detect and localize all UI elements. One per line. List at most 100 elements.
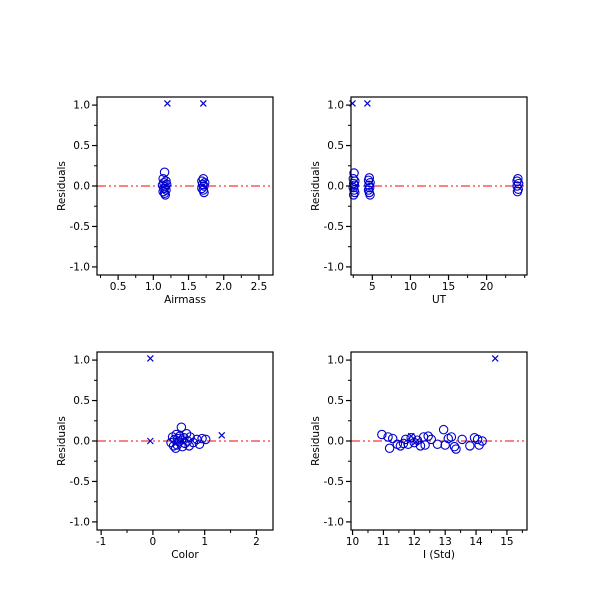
rejected-point-x-marker bbox=[412, 438, 420, 446]
y-tick-label: 0.5 bbox=[327, 395, 344, 407]
data-point-circle bbox=[200, 434, 211, 445]
data-point-circle bbox=[512, 186, 523, 197]
data-point-circle bbox=[406, 433, 416, 443]
x-tick-label: 2.0 bbox=[215, 281, 232, 293]
x-tick-label: 11 bbox=[377, 536, 390, 548]
data-point-circle bbox=[449, 441, 460, 452]
data-point-circle bbox=[159, 178, 169, 188]
x-tick-label: -1 bbox=[96, 536, 106, 548]
x-tick-label: 2 bbox=[253, 536, 260, 548]
x-tick-label: 5 bbox=[369, 281, 376, 293]
rejected-point-x-marker bbox=[146, 437, 154, 445]
x-stroke bbox=[163, 100, 171, 107]
x-stroke bbox=[412, 438, 420, 446]
data-point-circle bbox=[377, 429, 387, 440]
x-stroke bbox=[491, 355, 499, 362]
x-tick-label: 15 bbox=[500, 536, 513, 548]
x-stroke bbox=[407, 432, 415, 440]
data-point-circle bbox=[412, 435, 423, 445]
x-tick-label: 13 bbox=[438, 536, 451, 548]
x-tick-label: 0.5 bbox=[110, 281, 127, 293]
y-tick-label: -1.0 bbox=[324, 516, 345, 528]
data-point-circle bbox=[387, 433, 398, 444]
rejected-point-x-marker bbox=[218, 431, 226, 439]
y-tick-label: 1.0 bbox=[327, 355, 344, 367]
y-tick-label: -1.0 bbox=[70, 261, 91, 273]
data-point-circle bbox=[348, 190, 359, 200]
data-point-circle bbox=[451, 444, 461, 454]
y-tick-label: 0.0 bbox=[73, 181, 90, 193]
y-axis-title: Residuals bbox=[310, 161, 322, 211]
x-tick-label: 14 bbox=[469, 536, 483, 548]
y-tick-label: -1.0 bbox=[324, 261, 345, 273]
data-point-circle bbox=[199, 181, 209, 191]
x-stroke bbox=[363, 100, 371, 107]
subplot-ut: 5 10 15 20 -1.0 -0.5 0.0 0.5 1.0 UT Residuals bbox=[310, 96, 528, 306]
data-point-circle bbox=[400, 434, 411, 445]
data-point-circle bbox=[175, 431, 185, 441]
x-tick-label: 10 bbox=[404, 281, 417, 293]
data-point-circle bbox=[440, 440, 450, 450]
y-tick-label: -0.5 bbox=[70, 476, 91, 488]
subplot-i-std: 10 11 12 13 14 15 -1.0 -0.5 0.0 0.5 1.0 I (Std) Resi… bbox=[310, 351, 528, 561]
y-tick-label: -0.5 bbox=[70, 221, 91, 233]
x-stroke bbox=[146, 355, 154, 362]
data-point-circle bbox=[199, 178, 210, 188]
data-point-circle bbox=[197, 176, 207, 186]
y-tick-label: -0.5 bbox=[324, 221, 345, 233]
x-axis-title: UT bbox=[432, 294, 447, 306]
data-point-circle bbox=[465, 441, 475, 451]
subplot-color: -1 0 1 2 -1.0 -0.5 0.0 0.5 1.0 Color Residuals bbox=[56, 351, 274, 561]
rejected-point-x-marker bbox=[146, 355, 154, 362]
y-tick-label: 0.5 bbox=[73, 140, 90, 152]
data-point-circle bbox=[477, 436, 487, 446]
data-point-circle bbox=[176, 422, 187, 432]
x-stroke bbox=[146, 437, 154, 445]
data-point-circle bbox=[472, 434, 483, 445]
y-tick-label: 0.5 bbox=[327, 140, 344, 152]
data-point-circle bbox=[432, 439, 443, 449]
data-point-circle bbox=[423, 431, 433, 441]
y-tick-label: 1.0 bbox=[327, 100, 344, 112]
x-tick-label: 20 bbox=[480, 281, 493, 293]
data-point-circle bbox=[438, 424, 449, 435]
x-tick-label: 0 bbox=[150, 536, 157, 548]
data-point-circle bbox=[426, 434, 437, 445]
y-axis-title: Residuals bbox=[310, 416, 322, 466]
data-point-circle bbox=[457, 434, 467, 445]
x-stroke bbox=[218, 431, 226, 439]
subplot-airmass: 0.5 1.0 1.5 2.0 2.5-1.0-0.50.00.51.0AirmassR… bbox=[56, 96, 274, 306]
data-point-circle bbox=[159, 167, 170, 177]
y-tick-label: 0.0 bbox=[327, 436, 344, 448]
x-tick-label: 1.5 bbox=[180, 281, 197, 293]
y-tick-label: 1.0 bbox=[73, 355, 90, 367]
x-tick-label: 1.0 bbox=[145, 281, 162, 293]
rejected-point-x-marker bbox=[407, 432, 415, 440]
y-axis-title: Residuals bbox=[56, 416, 68, 466]
data-point-circle bbox=[185, 432, 195, 442]
data-point-circle bbox=[420, 440, 430, 450]
y-tick-label: 0.5 bbox=[73, 395, 90, 407]
data-point-circle bbox=[365, 190, 375, 200]
x-tick-label: 1 bbox=[201, 536, 208, 548]
y-axis-title: Residuals bbox=[56, 161, 68, 211]
y-tick-label: -1.0 bbox=[70, 516, 91, 528]
x-axis-title: Color bbox=[171, 549, 199, 561]
data-point-circle bbox=[446, 432, 457, 442]
y-tick-label: 0.0 bbox=[73, 436, 90, 448]
x-axis-title: Airmass bbox=[164, 294, 206, 306]
data-point-circle bbox=[166, 437, 176, 448]
data-point-circle bbox=[383, 432, 393, 442]
rejected-point-x-marker bbox=[363, 100, 371, 107]
x-tick-label: 2.5 bbox=[251, 281, 268, 293]
data-point-circle bbox=[384, 443, 395, 454]
data-point-circle bbox=[177, 441, 188, 452]
data-point-circle bbox=[160, 190, 171, 200]
y-tick-label: 1.0 bbox=[73, 100, 90, 112]
data-point-circle bbox=[159, 183, 169, 194]
data-point-circle bbox=[363, 175, 374, 186]
y-tick-label: 0.0 bbox=[327, 181, 344, 193]
data-point-circle bbox=[194, 439, 205, 449]
